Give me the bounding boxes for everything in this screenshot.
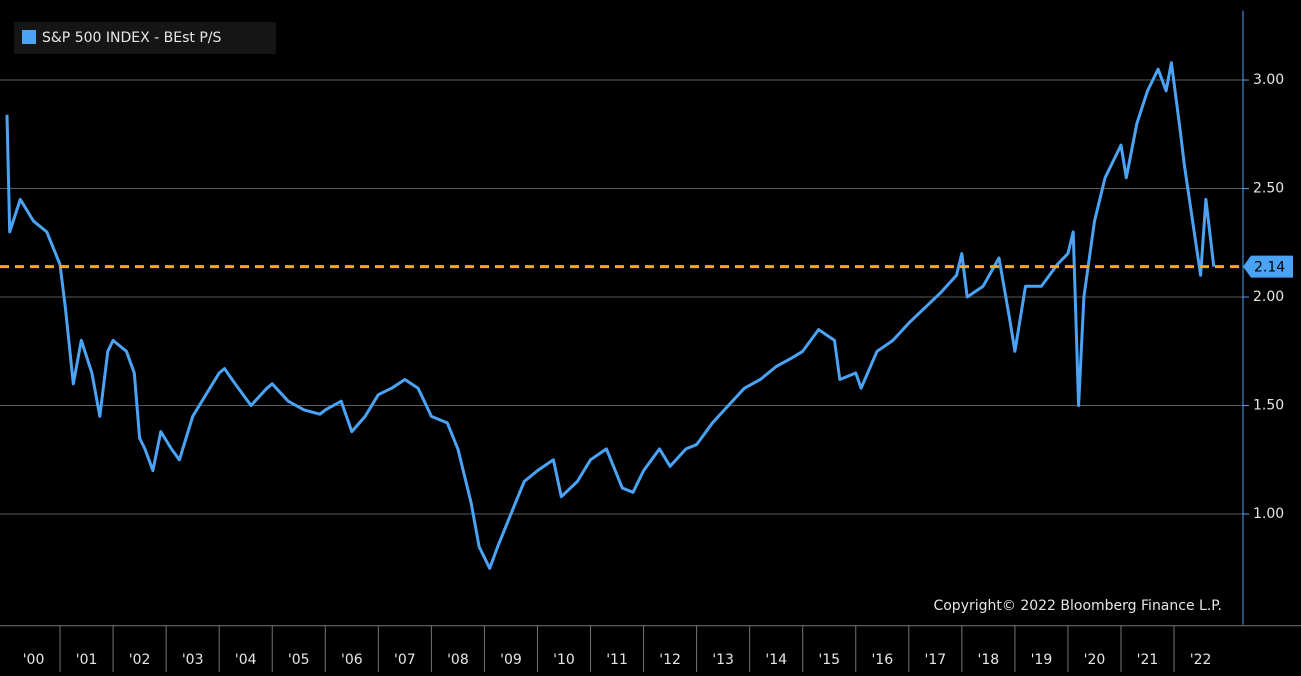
y-tick-label: 3.00 bbox=[1253, 72, 1284, 88]
y-tick-label: 1.50 bbox=[1253, 398, 1284, 414]
x-tick-label: '07 bbox=[394, 652, 416, 668]
y-tick-label: 1.00 bbox=[1253, 506, 1284, 522]
legend-label: S&P 500 INDEX - BEst P/S bbox=[42, 30, 221, 46]
x-tick-label: '18 bbox=[978, 652, 1000, 668]
x-tick-label: '11 bbox=[606, 652, 628, 668]
x-tick-label: '15 bbox=[818, 652, 840, 668]
x-tick-label: '02 bbox=[129, 652, 151, 668]
grid bbox=[0, 79, 1243, 515]
x-tick-label: '03 bbox=[182, 652, 204, 668]
x-tick-label: '20 bbox=[1084, 652, 1106, 668]
axes: 1.00 1.50 2.00 2.50 3.00 '00 '01 '02 '03 '04 '05 '0… bbox=[0, 10, 1301, 672]
annotation: Copyright© 2022 Bloomberg Finance L.P. bbox=[933, 598, 1222, 614]
y-tick-label: 2.00 bbox=[1253, 289, 1284, 305]
legend-swatch bbox=[22, 30, 36, 44]
x-tick-label: '17 bbox=[924, 652, 946, 668]
x-tick-label: '22 bbox=[1190, 652, 1212, 668]
value-tag-label: 2.14 bbox=[1254, 260, 1285, 276]
plot bbox=[0, 61, 1243, 570]
x-tick-label: '21 bbox=[1137, 652, 1159, 668]
value-tag bbox=[1243, 255, 1293, 278]
x-tick-label: '19 bbox=[1031, 652, 1053, 668]
y-tick-label: 2.50 bbox=[1253, 181, 1284, 197]
x-tick-label: '09 bbox=[500, 652, 522, 668]
x-tick-label: '01 bbox=[76, 652, 98, 668]
x-tick-label: '06 bbox=[341, 652, 363, 668]
x-tick-label: '14 bbox=[765, 652, 787, 668]
x-tick-label: '00 bbox=[23, 652, 45, 668]
legend-box bbox=[14, 22, 276, 54]
x-tick-label: '13 bbox=[712, 652, 734, 668]
x-tick-label: '08 bbox=[447, 652, 469, 668]
x-tick-label: '16 bbox=[871, 652, 893, 668]
x-tick-label: '05 bbox=[288, 652, 310, 668]
series-line bbox=[5, 61, 1216, 570]
x-tick-label: '12 bbox=[659, 652, 681, 668]
x-tick-label: '04 bbox=[235, 652, 257, 668]
x-tick-label: '10 bbox=[553, 652, 575, 668]
